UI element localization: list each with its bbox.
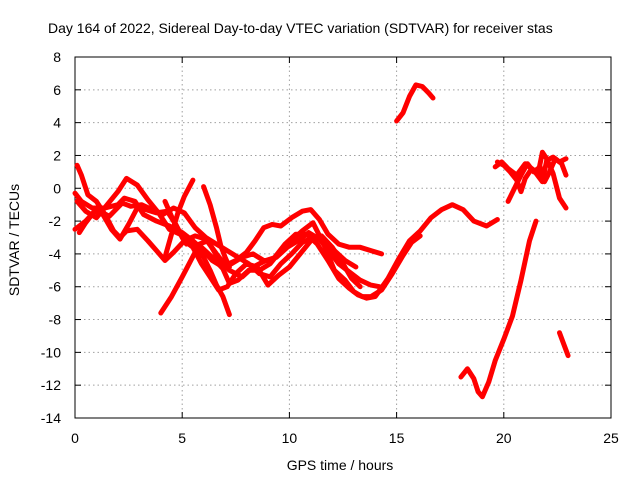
series-track-9 bbox=[201, 184, 232, 270]
plot-series bbox=[72, 82, 571, 400]
y-tick-label: 2 bbox=[53, 147, 61, 163]
x-axis-label: GPS time / hours bbox=[287, 457, 394, 473]
plot-frame bbox=[74, 56, 612, 419]
series-track-15 bbox=[557, 330, 571, 359]
y-tick-label: -8 bbox=[49, 312, 62, 328]
x-tick-label: 25 bbox=[603, 430, 619, 446]
y-axis-label: SDTVAR / TECUs bbox=[6, 184, 22, 296]
y-tick-label: 4 bbox=[53, 115, 61, 131]
series-track-7 bbox=[162, 198, 232, 318]
x-tick-label: 0 bbox=[71, 430, 79, 446]
y-tick-label: -2 bbox=[49, 213, 62, 229]
axis-ticks: 0 5 10 15 20 25 -14 -12 -10 -8 -6 -4 -2 0 2 4 6 8 bbox=[41, 49, 619, 446]
x-tick-label: 5 bbox=[178, 430, 186, 446]
series-track-13 bbox=[505, 156, 569, 204]
x-tick-label: 15 bbox=[389, 430, 405, 446]
series-track-8 bbox=[162, 177, 196, 260]
series-track-5 bbox=[72, 200, 359, 280]
series-track-2 bbox=[74, 175, 423, 300]
series-track-14 bbox=[458, 218, 539, 400]
y-tick-label: -14 bbox=[41, 410, 61, 426]
y-tick-label: 6 bbox=[53, 82, 61, 98]
y-tick-label: 8 bbox=[53, 49, 61, 65]
x-tick-label: 10 bbox=[282, 430, 298, 446]
y-tick-label: -12 bbox=[41, 377, 61, 393]
y-tick-label: -10 bbox=[41, 344, 61, 360]
y-tick-label: 0 bbox=[53, 180, 61, 196]
chart-title: Day 164 of 2022, Sidereal Day-to-day VTE… bbox=[48, 20, 553, 36]
series-track-10 bbox=[394, 82, 436, 124]
y-tick-label: -4 bbox=[49, 246, 62, 262]
y-tick-label: -6 bbox=[49, 279, 62, 295]
x-tick-label: 20 bbox=[496, 430, 512, 446]
